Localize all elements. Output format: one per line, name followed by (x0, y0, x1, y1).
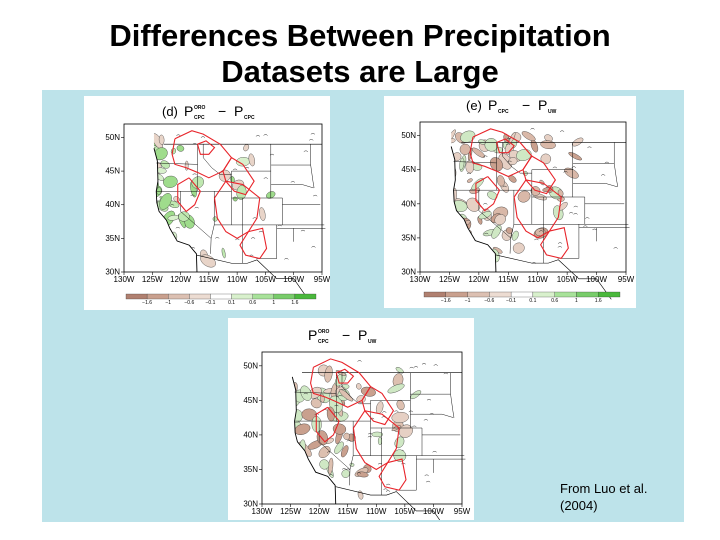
map-panel-e: (e) P CPC − P UW 50N 45N 40N 35N 30N 130W 125W 120W 11… (384, 96, 636, 308)
rhs-symbol: P (538, 97, 547, 113)
colorbar-d: −1.6 −1 −0.6 −0.1 0.1 0.6 1 1.6 (125, 293, 317, 306)
lhs-symbol: P (184, 103, 193, 119)
lon-tick-label: 95W (454, 507, 471, 516)
colorbar-tick-label: −1.6 (142, 300, 152, 306)
lon-tick-label: 115W (199, 275, 220, 284)
slide-title-line-1: Differences Between Precipitation (109, 18, 611, 53)
lon-tick-label: 115W (498, 275, 519, 284)
colorbar-tick-label: 0.6 (249, 300, 256, 306)
lon-tick-label: 95W (314, 275, 330, 284)
lat-tick-label: 40N (105, 200, 120, 209)
lhs-symbol: P (488, 97, 497, 113)
lat-tick-label: 30N (105, 268, 120, 277)
minus-sign: − (522, 97, 530, 113)
map-panel-d: (d) P ORO CPC − P CPC 50N 45N 40N 35N 30N 130W 125W 12… (84, 96, 330, 310)
map-area-e (419, 121, 630, 300)
lon-tick-label: 110W (227, 275, 248, 284)
lhs-subscript: CPC (194, 115, 205, 121)
lat-tick-label: 35N (401, 233, 416, 242)
lon-tick-label: 110W (366, 507, 387, 516)
colorbar-tick-label: −0.6 (484, 298, 494, 304)
lhs-superscript: ORO (318, 329, 330, 335)
colorbar-tick-label: −0.1 (206, 300, 216, 306)
map-area-d (123, 123, 326, 300)
lon-tick-label: 115W (338, 507, 359, 516)
colorbar-tick-label: −1 (465, 298, 471, 304)
lon-tick-label: 130W (410, 275, 431, 284)
colorbar-tick-label: 1.6 (595, 298, 602, 304)
colorbar-tick-label: 1 (575, 298, 578, 304)
map-area-f (261, 351, 466, 520)
citation-credit: From Luo et al. (2004) (560, 480, 647, 514)
slide-title: Differences Between Precipitation Datase… (0, 18, 720, 90)
lhs-symbol: P (308, 327, 317, 343)
lat-tick-label: 45N (243, 396, 258, 405)
colorbar-tick-label: −0.1 (506, 298, 516, 304)
lon-tick-label: 100W (423, 507, 444, 516)
lon-tick-label: 110W (528, 275, 549, 284)
lon-tick-label: 95W (618, 275, 635, 284)
colorbar-tick-label: −1.6 (441, 298, 451, 304)
lhs-subscript: CPC (318, 339, 329, 345)
lon-tick-label: 130W (114, 275, 135, 284)
lon-tick-label: 125W (439, 275, 460, 284)
lat-tick-label: 40N (243, 430, 258, 439)
map-panel-f: P ORO CPC − P UW 50N 45N 40N 35N 30N 130W 125W 120W 11… (228, 318, 474, 520)
minus-sign: − (218, 103, 226, 119)
colorbar-tick-label: 1 (272, 300, 275, 306)
lon-tick-label: 105W (557, 275, 578, 284)
lon-tick-label: 120W (170, 275, 191, 284)
rhs-subscript: UW (548, 109, 557, 115)
colorbar-tick-label: 1.6 (291, 300, 298, 306)
lat-tick-label: 30N (243, 500, 258, 509)
lat-tick-label: 35N (105, 234, 120, 243)
lat-tick-label: 40N (401, 199, 416, 208)
citation-line-1: From Luo et al. (560, 481, 648, 496)
lat-tick-label: 35N (243, 465, 258, 474)
lat-tick-label: 45N (401, 165, 416, 174)
minus-sign: − (342, 327, 350, 343)
lhs-subscript: CPC (498, 109, 509, 115)
lat-tick-label: 50N (243, 361, 258, 370)
colorbar-tick-label: 0.6 (551, 298, 558, 304)
colorbar-tick-label: 0.1 (228, 300, 235, 306)
rhs-symbol: P (234, 103, 243, 119)
lat-tick-label: 45N (105, 167, 120, 176)
map-label: (d) (162, 104, 178, 119)
lon-tick-label: 120W (468, 275, 489, 284)
rhs-subscript: CPC (244, 115, 255, 121)
lat-tick-label: 30N (401, 268, 416, 277)
lon-tick-label: 100W (283, 275, 304, 284)
lon-tick-label: 125W (280, 507, 301, 516)
lhs-superscript: ORO (194, 105, 206, 111)
citation-line-2: (2004) (560, 498, 598, 513)
colorbar-tick-label: −0.6 (184, 300, 194, 306)
map-label: (e) (466, 98, 482, 113)
lon-tick-label: 105W (394, 507, 415, 516)
colorbar-tick-label: 0.1 (529, 298, 536, 304)
lat-tick-label: 50N (105, 133, 120, 142)
colorbar-tick-label: −1 (165, 300, 171, 306)
lon-tick-label: 100W (586, 275, 607, 284)
rhs-subscript: UW (368, 339, 377, 345)
slide-title-line-2: Datasets are Large (221, 54, 499, 89)
lon-tick-label: 125W (142, 275, 163, 284)
lon-tick-label: 105W (255, 275, 276, 284)
map-title-e: (e) P CPC − P UW (466, 97, 557, 115)
lat-tick-label: 50N (401, 131, 416, 140)
colorbar-e: −1.6 −1 −0.6 −0.1 0.1 0.6 1 1.6 (423, 291, 621, 304)
rhs-symbol: P (358, 327, 367, 343)
lon-tick-label: 120W (309, 507, 330, 516)
lon-tick-label: 130W (252, 507, 273, 516)
